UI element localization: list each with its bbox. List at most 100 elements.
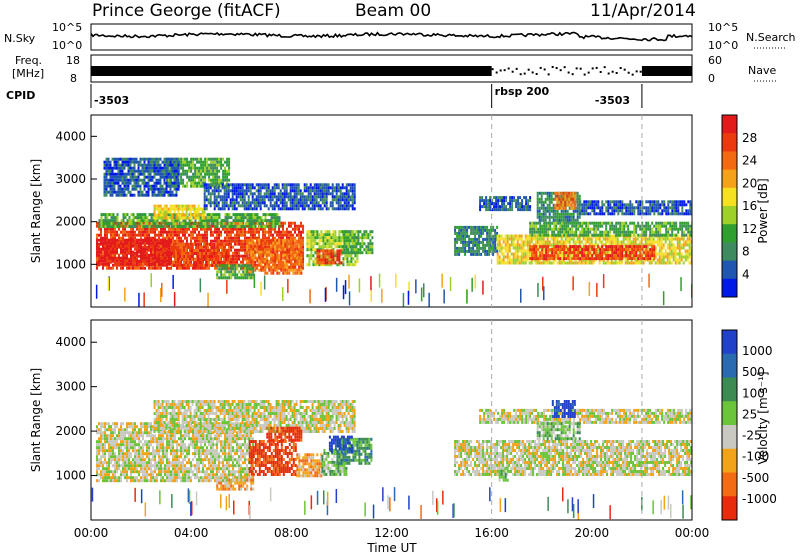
heatmap-cell [462, 234, 465, 238]
heatmap-cell [688, 240, 691, 244]
heatmap-cell [282, 268, 285, 272]
heatmap-cell [282, 221, 284, 225]
heatmap-cell [130, 213, 133, 217]
heatmap-cell [656, 243, 659, 247]
heatmap-cell [212, 213, 215, 217]
heatmap-cell [294, 256, 297, 260]
heatmap-cell [162, 230, 164, 234]
heatmap-cell [170, 166, 173, 170]
heatmap-cell [331, 186, 334, 190]
heatmap-cell [114, 247, 116, 251]
heatmap-cell [278, 247, 281, 251]
heatmap-cell [558, 255, 561, 259]
heatmap-cell [274, 250, 277, 254]
heatmap-cell [266, 225, 269, 229]
heatmap-cell [172, 219, 175, 223]
heatmap-cell [240, 276, 243, 280]
heatmap-cell [502, 252, 505, 256]
heatmap-cell [243, 204, 246, 208]
heatmap-cell [291, 204, 294, 208]
heatmap-cell [535, 251, 538, 255]
heatmap-cell [96, 266, 98, 270]
heatmap-cell [218, 157, 221, 161]
heatmap-cell [250, 233, 252, 237]
heatmap-cell [464, 228, 467, 232]
heatmap-cell [182, 169, 185, 173]
heatmap-cell [254, 221, 256, 225]
heatmap-cell [324, 258, 327, 262]
heatmap-cell [175, 264, 178, 267]
heatmap-cell [348, 263, 351, 267]
heatmap-cell [181, 213, 184, 217]
heatmap-cell [216, 264, 219, 268]
heatmap-cell [214, 172, 217, 176]
heatmap-cell [536, 252, 539, 256]
heatmap-cell [250, 253, 253, 257]
heatmap-cell [326, 230, 329, 234]
heatmap-cell [196, 181, 199, 185]
heatmap-cell [166, 250, 168, 254]
heatmap-cell [325, 186, 328, 190]
heatmap-cell [237, 189, 240, 193]
heatmap-cell [102, 256, 104, 260]
heatmap-cell [154, 219, 157, 223]
heatmap-cell [343, 233, 346, 237]
heatmap-cell [190, 163, 193, 167]
heatmap-cell [254, 247, 257, 251]
heatmap-cell [307, 204, 310, 208]
heatmap-cell [112, 244, 114, 248]
heatmap-cell [211, 261, 214, 264]
heatmap-cell [235, 201, 238, 205]
heatmap-cell [201, 216, 204, 220]
heatmap-cell [144, 233, 146, 237]
heatmap-cell [222, 273, 225, 277]
heatmap-cell [242, 227, 244, 231]
heatmap-cell [474, 234, 477, 238]
heatmap-cell [676, 234, 679, 238]
heatmap-cell [118, 233, 120, 237]
heatmap-cell [198, 219, 201, 223]
heatmap-cell [244, 264, 247, 268]
heatmap-cell [494, 231, 497, 235]
heatmap-cell [176, 225, 179, 229]
heatmap-cell [179, 216, 182, 220]
heatmap-cell [286, 241, 289, 245]
heatmap-cell [225, 192, 228, 196]
heatmap-cell [227, 183, 230, 187]
heatmap-cell [240, 233, 242, 237]
heatmap-cell [140, 213, 143, 217]
heatmap-cell [226, 160, 229, 164]
heatmap-cell [138, 222, 141, 226]
heatmap-cell [195, 249, 198, 252]
nave-dot [599, 71, 602, 74]
heatmap-cell [126, 266, 128, 270]
heatmap-cell [315, 198, 318, 202]
heatmap-cell [668, 246, 671, 250]
heatmap-cell [254, 260, 256, 264]
heatmap-cell [464, 246, 467, 250]
heatmap-cell [260, 256, 263, 260]
heatmap-cell [638, 261, 641, 265]
heatmap-cell [160, 241, 162, 245]
heatmap-cell [502, 258, 505, 262]
heatmap-cell [632, 237, 635, 241]
heatmap-cell [152, 247, 154, 251]
heatmap-cell [289, 189, 292, 193]
heatmap-cell [138, 266, 140, 270]
heatmap-cell [185, 261, 188, 264]
heatmap-cell [136, 257, 138, 261]
heatmap-cell [238, 257, 240, 261]
heatmap-cell [190, 239, 192, 243]
heatmap-cell [201, 264, 204, 267]
heatmap-cell [650, 258, 653, 262]
heatmap-cell [250, 256, 253, 260]
heatmap-cell [114, 233, 116, 237]
heatmap-cell [604, 237, 607, 241]
heatmap-cell [576, 234, 579, 238]
station-title: Prince George (fitACF) [92, 1, 281, 21]
heatmap-cell [268, 239, 270, 243]
heatmap-cell [227, 189, 230, 193]
heatmap-cell [243, 192, 246, 196]
heatmap-cell [322, 263, 325, 267]
heatmap-cell [658, 243, 661, 247]
